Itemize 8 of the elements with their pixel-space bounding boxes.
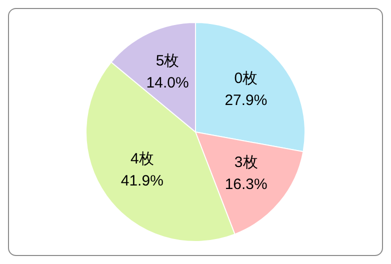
data-label: 41.9% bbox=[120, 172, 164, 190]
slice-label: 5枚 bbox=[156, 52, 180, 70]
slice-label: 0枚 bbox=[234, 70, 258, 88]
slice-label: 4枚 bbox=[130, 150, 154, 168]
slice-label: 3枚 bbox=[234, 154, 258, 172]
data-label: 16.3% bbox=[224, 176, 268, 194]
data-label: 14.0% bbox=[146, 74, 189, 92]
data-label: 27.9% bbox=[224, 92, 268, 110]
